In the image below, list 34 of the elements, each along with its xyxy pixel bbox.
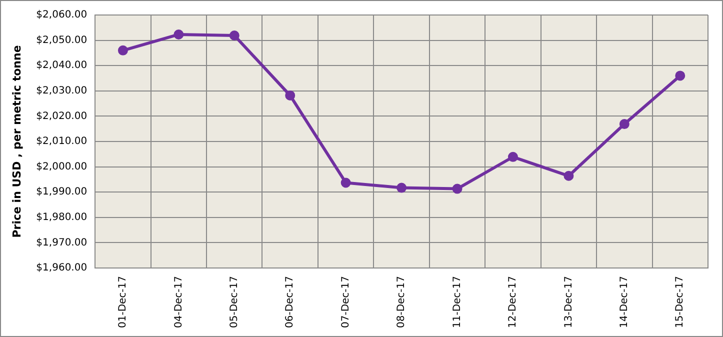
y-tick-label: $2,000.00 xyxy=(36,161,88,172)
x-tick-label: 15-Dec-17 xyxy=(674,276,686,328)
point xyxy=(285,90,296,100)
x-tick-label: 12-Dec-17 xyxy=(508,276,519,328)
x-tick-label: 05-Dec-17 xyxy=(228,276,240,328)
y-tick-label: $2,010.00 xyxy=(36,136,88,148)
x-tick-label: 08-Dec-17 xyxy=(396,276,408,328)
x-tick-label: 14-Dec-17 xyxy=(619,276,630,328)
point xyxy=(174,29,184,40)
point xyxy=(619,119,630,130)
point xyxy=(229,30,240,40)
point xyxy=(118,45,128,56)
x-tick-label: 04-Dec-17 xyxy=(173,276,184,328)
y-tick-label: $2,040.00 xyxy=(36,60,88,72)
y-tick-label: $1,960.00 xyxy=(36,262,88,274)
x-tick-label: 13-Dec-17 xyxy=(563,276,574,328)
x-tick-label: 11-Dec-17 xyxy=(452,276,463,328)
point xyxy=(452,184,462,194)
point xyxy=(340,178,351,188)
y-tick-label: $1,970.00 xyxy=(36,237,88,248)
y-tick-label: $2,020.00 xyxy=(36,110,88,122)
y-tick-label: $1,990.00 xyxy=(36,186,88,198)
point xyxy=(508,152,518,162)
y-axis-title: Price in USD , per metric tonne xyxy=(10,45,24,238)
y-tick-label: $2,030.00 xyxy=(36,85,88,96)
x-tick-label: 07-Dec-17 xyxy=(340,276,352,328)
y-tick-label: $2,050.00 xyxy=(36,34,88,46)
x-tick-label: 06-Dec-17 xyxy=(284,276,296,328)
point xyxy=(564,170,574,181)
y-tick-label: $1,980.00 xyxy=(36,212,88,223)
point xyxy=(396,182,407,193)
y-tick-label: $2,060.00 xyxy=(36,10,88,21)
point xyxy=(675,70,686,81)
x-tick-label: 01-Dec-17 xyxy=(118,276,129,328)
